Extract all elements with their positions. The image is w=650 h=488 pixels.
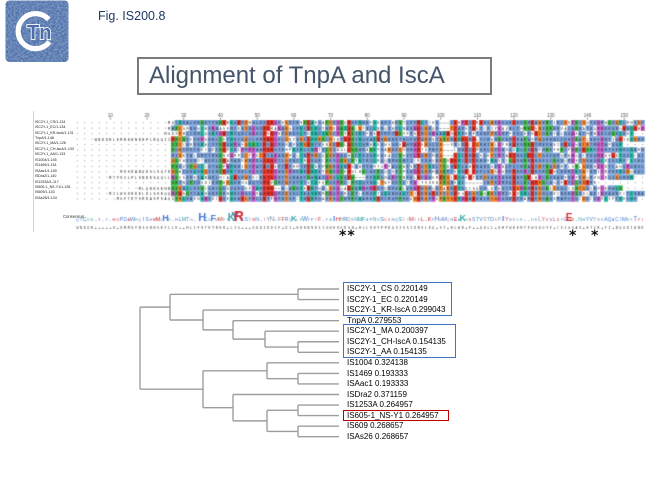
conserved-residue-asterisk-left: *: [569, 228, 577, 244]
tree-leaf-label: ISC2Y-1_AA 0.154135: [347, 347, 427, 357]
msa-alignment-panel: ISC2Y-1_CS/1-134 ISC2Y-1_EC/1-134 ISC2Y-1_…: [33, 111, 648, 232]
tree-leaf-label: ISAs26 0.268657: [347, 431, 409, 441]
msa-row-label: TnpA/1-148: [35, 135, 54, 140]
msa-row-label: ISC2Y-1_EC/1-134: [35, 125, 66, 130]
tree-group-box: [343, 324, 456, 359]
tree-leaf-label: IS605-1_NS-Y1 0.264957: [347, 410, 439, 420]
msa-row-label: IS1253A/1-117: [35, 179, 59, 184]
msa-row-label: ISAs26/1-134: [35, 195, 57, 200]
tn-logo-texture: [5, 0, 69, 62]
msa-row-label: ISC2Y-1_KR-IscA/1-131: [35, 130, 74, 135]
tree-highlight-box: [343, 410, 449, 421]
tree-leaf-label: ISDra2 0.371159: [347, 389, 407, 399]
tree-leaf-label: ISC2Y-1_CH-IscA 0.154135: [347, 336, 446, 346]
tree-leaf-label: IS609 0.268657: [347, 421, 404, 431]
msa-row-label: ISC2Y-1_CS/1-134: [35, 119, 66, 124]
tree-leaf-label: ISC2Y-1_CS 0.220149: [347, 284, 428, 294]
tree-group-box: [343, 282, 452, 317]
msa-row-label: IS605-1_NS-Y1/1-126: [35, 185, 71, 189]
tree-leaf-label: IS1469 0.193333: [347, 368, 408, 378]
msa-row-label: IS609/1-143: [35, 190, 55, 195]
msa-row-label: ISDra2/1-140: [35, 174, 57, 179]
msa-row-label: ISC2Y-1_AA/1-133: [35, 152, 66, 157]
msa-alignment-canvas: [34, 111, 648, 232]
msa-row-label: ISAac1/1-150: [35, 168, 57, 173]
tree-leaf-label: TnpA 0.279553: [347, 315, 402, 325]
msa-row-label: ISC2Y-1_MA/1-126: [35, 141, 66, 146]
title-box: Alignment of TnpA and IscA: [137, 57, 492, 95]
tn-logo-text: Tn: [27, 22, 51, 44]
page-title: Alignment of TnpA and IscA: [149, 62, 445, 89]
conserved-residue-asterisk-pair: **: [339, 228, 356, 244]
tree-leaf-label: ISAac1 0.193333: [347, 379, 409, 389]
figure-number: Fig. IS200.8: [98, 9, 166, 23]
tree-leaf-label: ISC2Y-1_MA 0.200397: [347, 326, 429, 336]
tree-leaf-label: IS1004 0.324138: [347, 357, 408, 367]
consensus-label: Consensus: [63, 214, 84, 219]
tree-leaf-label: IS1253A 0.264957: [347, 400, 413, 410]
tree-leaf-label: ISC2Y-1_KR-IscA 0.299043: [347, 305, 446, 315]
msa-row-label: ISC2Y-1_CH-IscA/1-133: [35, 146, 74, 151]
conserved-residue-asterisk-right: *: [591, 228, 599, 244]
tn-logo: Tn: [5, 0, 69, 62]
msa-row-label: IS1004/1-145: [35, 157, 57, 162]
msa-row-label: IS1469/1-151: [35, 163, 57, 168]
tree-leaf-label: ISC2Y-1_EC 0.220149: [347, 294, 428, 304]
tn-logo-c-ring-icon: [15, 11, 52, 52]
